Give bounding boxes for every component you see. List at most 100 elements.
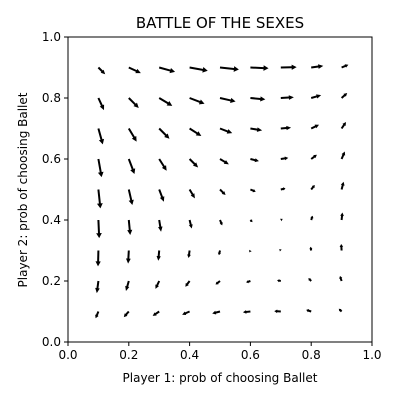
vector-arrow xyxy=(277,279,281,283)
vector-arrow xyxy=(182,310,190,316)
vector-arrow xyxy=(128,66,141,74)
vector-arrow xyxy=(280,218,283,222)
vector-arrow xyxy=(310,94,322,99)
vector-arrow xyxy=(246,280,251,284)
vector-arrow xyxy=(249,249,252,253)
y-tick-label: 1.0 xyxy=(42,30,61,44)
vector-arrow xyxy=(279,248,282,252)
vector-arrow xyxy=(97,97,105,111)
vector-arrow xyxy=(219,188,226,196)
vector-arrow xyxy=(310,185,315,191)
vector-arrow xyxy=(97,128,105,145)
vector-arrow xyxy=(219,66,239,72)
y-tick-label: 0.2 xyxy=(42,274,61,288)
vector-arrow xyxy=(95,280,100,294)
vector-arrow xyxy=(97,66,106,75)
vector-arrow xyxy=(128,97,139,108)
vector-arrow xyxy=(158,66,176,74)
vector-arrow xyxy=(280,156,289,161)
vector-arrow xyxy=(127,189,134,206)
x-tick-label: 1.0 xyxy=(362,348,381,362)
vector-arrow xyxy=(250,158,259,163)
vector-arrow xyxy=(185,280,191,287)
vector-arrow xyxy=(242,310,251,314)
vector-arrow xyxy=(125,250,131,264)
vector-arrow xyxy=(189,127,202,136)
vector-arrow xyxy=(97,158,104,178)
vector-arrow xyxy=(310,154,317,160)
vector-arrow xyxy=(306,309,312,313)
vector-arrow xyxy=(188,188,195,199)
y-tick-label: 0.6 xyxy=(42,152,61,166)
vector-arrow xyxy=(219,158,229,165)
vector-arrow xyxy=(158,189,165,202)
vector-arrow xyxy=(249,219,253,223)
vector-arrow xyxy=(95,250,101,267)
vector-arrow xyxy=(125,280,130,291)
vector-arrow xyxy=(310,215,314,221)
vector-arrow xyxy=(156,250,161,261)
y-tick-label: 0.8 xyxy=(42,91,61,105)
vector-arrow xyxy=(219,97,236,104)
vector-arrow xyxy=(338,308,343,313)
vector-arrow xyxy=(155,280,161,289)
y-axis-label: Player 2: prob of choosing Ballet xyxy=(16,92,30,287)
vector-arrow xyxy=(339,243,344,251)
x-tick-label: 0.6 xyxy=(241,348,260,362)
x-tick-label: 0.2 xyxy=(119,348,138,362)
vector-arrow xyxy=(188,219,193,229)
vector-arrow xyxy=(310,124,320,130)
vector-arrow xyxy=(127,127,137,142)
y-axis: 0.0 0.2 0.4 0.6 0.8 1.0 xyxy=(42,30,68,349)
vector-arrow xyxy=(280,187,286,191)
vector-arrow xyxy=(123,310,130,318)
vector-arrow xyxy=(219,127,233,134)
vector-arrow xyxy=(250,65,269,71)
vector-arrow xyxy=(95,311,100,319)
vector-arrow xyxy=(309,246,313,251)
x-tick-label: 0.8 xyxy=(302,348,321,362)
vector-arrow xyxy=(308,278,312,282)
vector-arrow xyxy=(274,309,281,314)
vector-arrow xyxy=(340,181,345,190)
vector-arrow xyxy=(219,219,223,226)
vector-arrow xyxy=(212,310,221,315)
vector-arrow xyxy=(188,158,199,168)
vector-arrow xyxy=(189,66,208,73)
y-tick-label: 0.4 xyxy=(42,213,61,227)
y-tick-label: 0.0 xyxy=(42,335,61,349)
vector-arrow xyxy=(152,310,160,316)
vector-arrow xyxy=(340,151,346,160)
vector-arrow xyxy=(280,125,292,131)
chart-title: BATTLE OF THE SEXES xyxy=(136,14,304,32)
plot-frame xyxy=(67,36,373,343)
vector-arrow xyxy=(158,127,170,139)
vector-arrow xyxy=(189,97,205,105)
vector-arrow xyxy=(280,64,297,70)
vector-arrow xyxy=(158,97,173,106)
vector-arrow xyxy=(340,212,344,221)
arrow-field xyxy=(95,64,349,319)
vector-arrow xyxy=(340,93,348,99)
vector-arrow xyxy=(339,276,343,282)
x-axis: 0.0 0.2 0.4 0.6 0.8 1.0 xyxy=(58,342,382,362)
vector-arrow xyxy=(341,64,349,69)
vector-arrow xyxy=(340,121,346,130)
vector-arrow xyxy=(187,250,191,258)
vector-arrow xyxy=(250,188,256,193)
vector-arrow xyxy=(96,219,102,239)
vector-arrow xyxy=(127,158,136,174)
x-tick-label: 0.0 xyxy=(58,348,77,362)
vector-arrow xyxy=(250,96,266,102)
vector-arrow xyxy=(217,250,221,256)
x-axis-label: Player 1: prob of choosing Ballet xyxy=(123,371,318,385)
vector-arrow xyxy=(158,219,163,232)
vector-arrow xyxy=(127,219,133,235)
vector-arrow xyxy=(311,64,324,69)
vector-arrow xyxy=(96,189,103,209)
vector-arrow xyxy=(280,95,294,100)
vector-arrow xyxy=(215,280,221,285)
vector-arrow xyxy=(250,127,263,132)
x-tick-label: 0.4 xyxy=(180,348,199,362)
